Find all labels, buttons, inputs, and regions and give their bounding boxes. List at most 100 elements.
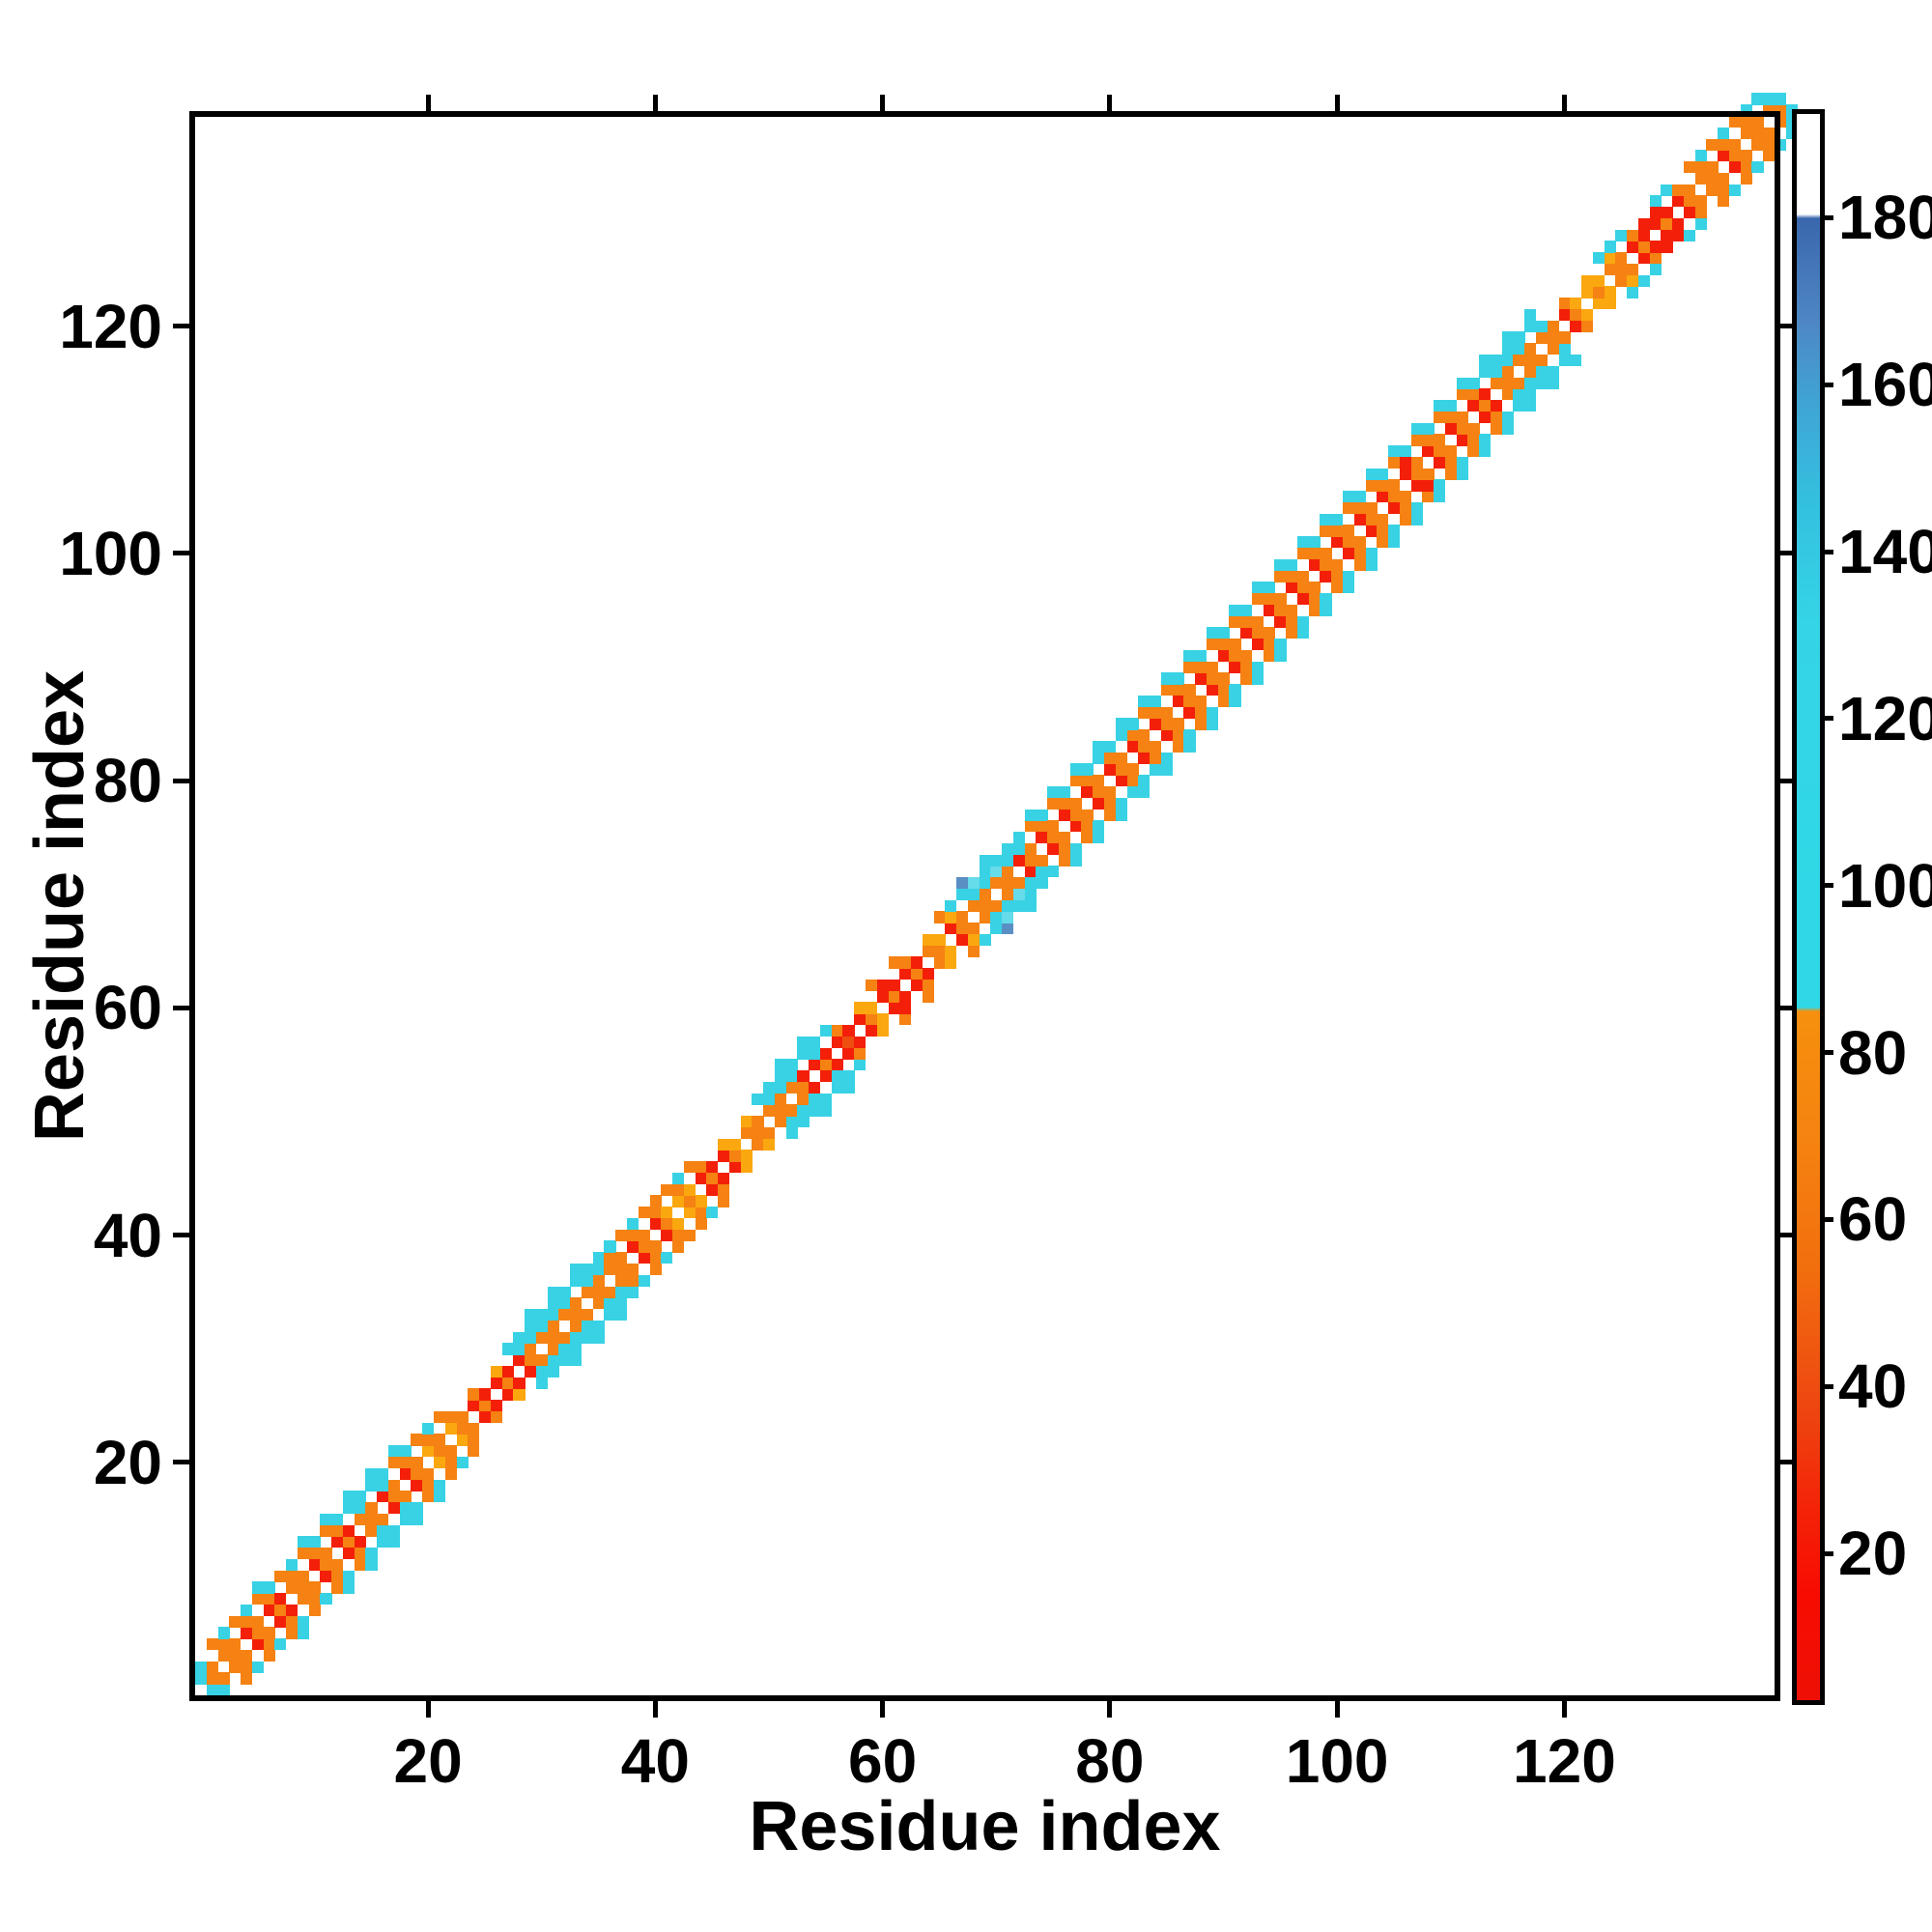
matrix-cell xyxy=(1513,400,1525,412)
matrix-cell xyxy=(1002,899,1014,912)
matrix-cell xyxy=(661,1252,673,1264)
matrix-cell xyxy=(1263,582,1275,594)
matrix-cell xyxy=(1263,604,1275,616)
matrix-cell xyxy=(1399,456,1411,469)
matrix-cell xyxy=(1422,491,1435,503)
matrix-cell xyxy=(241,1604,253,1617)
matrix-cell xyxy=(1115,797,1127,810)
matrix-cell xyxy=(525,1343,537,1355)
matrix-cell xyxy=(547,1320,559,1332)
matrix-cell xyxy=(638,1207,650,1219)
matrix-cell xyxy=(1308,593,1321,606)
matrix-cell xyxy=(1160,672,1173,685)
matrix-cell xyxy=(1172,695,1184,708)
matrix-cell xyxy=(1501,355,1514,367)
matrix-cell xyxy=(876,1013,889,1026)
matrix-cell xyxy=(1308,558,1321,571)
matrix-cell xyxy=(1501,388,1514,401)
matrix-cell xyxy=(490,1410,502,1424)
matrix-cell xyxy=(297,1548,310,1560)
matrix-cell xyxy=(1036,866,1048,878)
matrix-cell xyxy=(501,1388,514,1401)
colorbar-tick-label: 120 xyxy=(1838,683,1932,753)
matrix-cell xyxy=(1331,558,1344,571)
matrix-cell xyxy=(1206,718,1219,730)
matrix-cell xyxy=(1513,355,1525,367)
matrix-cell xyxy=(251,1627,264,1639)
matrix-cell xyxy=(1490,355,1503,367)
tick-mark xyxy=(652,1701,658,1718)
matrix-cell xyxy=(1456,456,1468,469)
matrix-cell xyxy=(1183,649,1196,662)
matrix-cell xyxy=(990,911,1003,923)
matrix-cell xyxy=(1093,832,1105,844)
matrix-cell xyxy=(865,1013,878,1026)
y-tick-label: 100 xyxy=(59,518,162,588)
matrix-cell xyxy=(945,899,957,912)
matrix-cell xyxy=(1547,377,1559,389)
matrix-cell xyxy=(706,1172,719,1185)
tick-mark xyxy=(425,1701,431,1718)
matrix-cell xyxy=(1388,456,1401,469)
matrix-cell xyxy=(241,1615,253,1628)
matrix-cell xyxy=(842,1047,855,1060)
matrix-cell xyxy=(1615,274,1628,287)
matrix-cell xyxy=(1126,775,1139,787)
matrix-cell xyxy=(456,1410,469,1424)
tick-mark xyxy=(1334,1701,1340,1718)
matrix-cell xyxy=(1069,797,1082,810)
matrix-cell xyxy=(1649,207,1662,219)
matrix-cell xyxy=(649,1217,662,1231)
matrix-cell xyxy=(1172,729,1184,742)
matrix-cell xyxy=(535,1331,549,1344)
matrix-cell xyxy=(819,1070,833,1083)
matrix-cell xyxy=(1740,127,1752,139)
matrix-cell xyxy=(263,1649,275,1662)
matrix-cell xyxy=(649,1264,662,1276)
matrix-cell xyxy=(1377,491,1389,503)
matrix-cell xyxy=(434,1445,446,1458)
matrix-cell xyxy=(1104,809,1117,821)
matrix-cell xyxy=(525,1320,537,1332)
tick-mark xyxy=(1780,324,1797,329)
matrix-cell xyxy=(1637,217,1650,231)
matrix-cell xyxy=(1229,661,1241,673)
matrix-cell xyxy=(615,1274,628,1287)
matrix-cell xyxy=(501,1343,514,1355)
matrix-cell xyxy=(1047,797,1060,810)
matrix-cell xyxy=(1615,252,1628,265)
matrix-cell xyxy=(1047,785,1060,799)
matrix-cell xyxy=(1069,775,1082,787)
matrix-cell xyxy=(468,1400,480,1412)
matrix-cell xyxy=(604,1264,616,1276)
plot-frame xyxy=(189,111,1780,1701)
matrix-cell xyxy=(331,1558,344,1571)
matrix-cell xyxy=(990,899,1003,912)
matrix-cell xyxy=(1490,377,1503,389)
matrix-cell xyxy=(387,1479,401,1492)
matrix-cell xyxy=(1353,547,1366,560)
matrix-cell xyxy=(1615,263,1628,276)
matrix-cell xyxy=(468,1422,480,1435)
matrix-cell xyxy=(956,933,969,947)
matrix-cell xyxy=(1263,639,1275,651)
matrix-cell xyxy=(1718,195,1730,208)
matrix-cell xyxy=(1444,422,1458,435)
matrix-cell xyxy=(979,854,991,867)
matrix-cell xyxy=(1501,343,1514,355)
matrix-cell xyxy=(570,1331,582,1344)
y-axis-title: Residue index xyxy=(21,669,99,1143)
matrix-cell xyxy=(1558,331,1571,344)
matrix-cell xyxy=(1093,820,1105,833)
matrix-cell xyxy=(1740,116,1752,128)
matrix-cell xyxy=(1604,263,1616,276)
matrix-cell xyxy=(1728,116,1742,128)
x-tick-label: 40 xyxy=(620,1726,690,1796)
matrix-cell xyxy=(422,1491,435,1503)
matrix-cell xyxy=(831,1059,843,1071)
matrix-cell xyxy=(1024,888,1037,900)
matrix-cell xyxy=(1024,842,1037,855)
matrix-cell xyxy=(1296,570,1310,582)
matrix-cell xyxy=(1456,468,1468,480)
matrix-cell xyxy=(809,1047,821,1060)
